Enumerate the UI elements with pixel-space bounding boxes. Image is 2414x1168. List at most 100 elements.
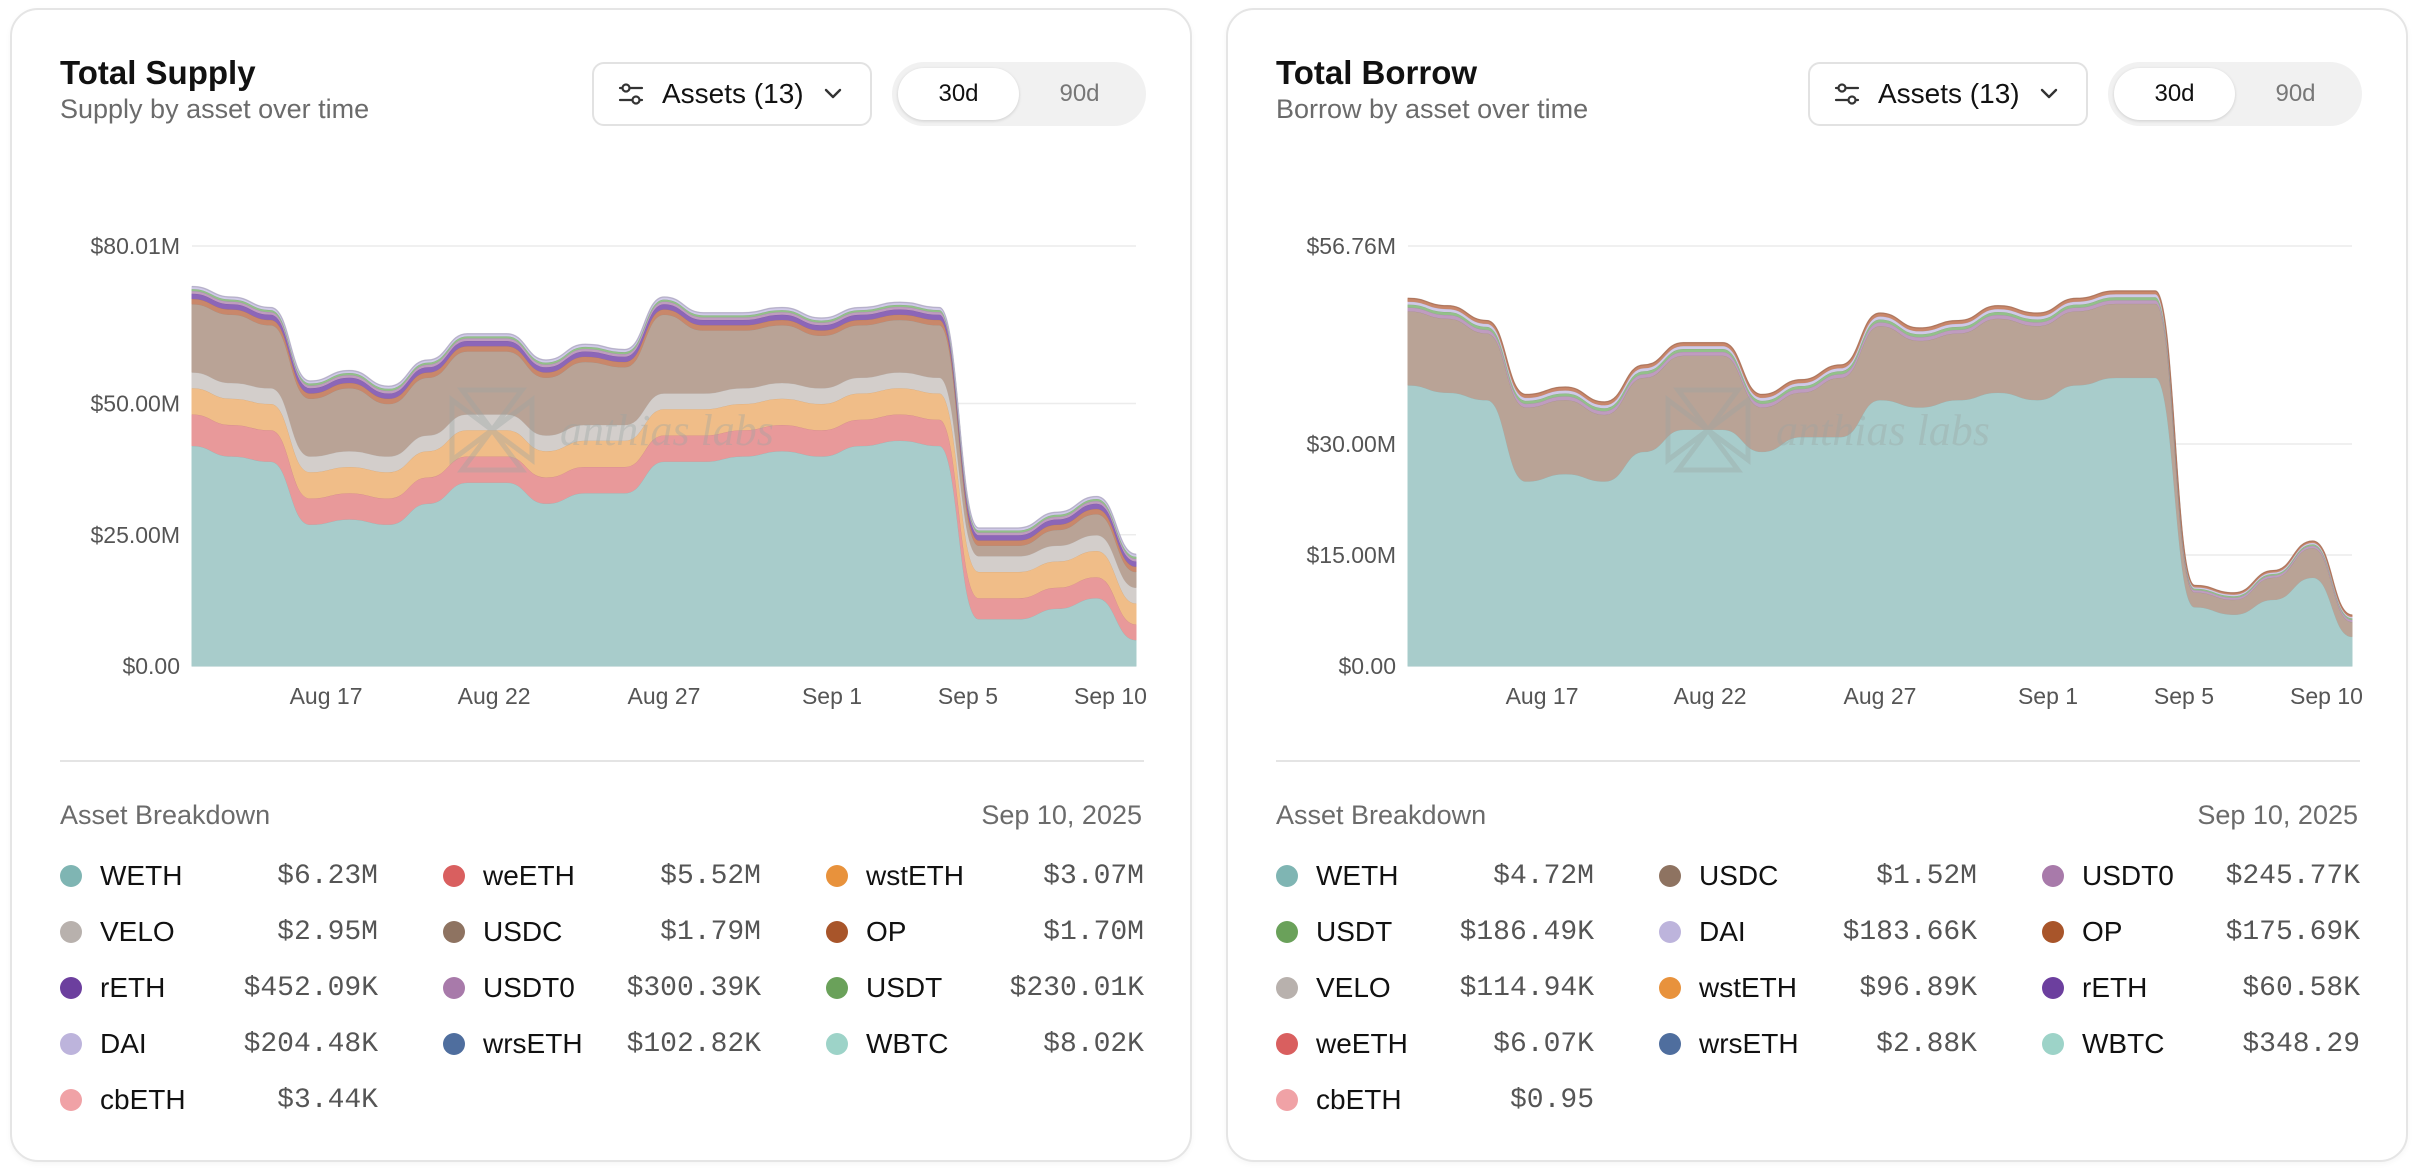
legend-color-dot [2042,865,2064,887]
borrow-area-chart: $0.00 $15.00M $30.00M $56.76M Aug 17 Aug 22 Au… [1306,233,2363,709]
legend-item[interactable]: cbETH $3.44K [60,1080,378,1120]
legend-asset-name: cbETH [1316,1084,1402,1115]
legend-color-dot [826,865,848,887]
legend-item[interactable]: WBTC $348.29 [2042,1024,2360,1064]
legend-color-dot [1276,1033,1298,1055]
legend-asset-value: $102.82K [626,1028,761,1060]
legend-asset-value: $452.09K [243,972,378,1004]
legend-item[interactable]: rETH $60.58K [2042,968,2360,1008]
legend-item[interactable]: VELO $2.95M [60,912,378,952]
y-tick-label: $15.00M [1306,542,1396,568]
legend-item[interactable]: wrsETH $102.82K [443,1024,761,1064]
divider [1276,760,2360,762]
assets-filter-button[interactable]: Assets (13) [1808,62,2088,126]
legend-color-dot [443,921,465,943]
range-toggle: 30d 90d [892,62,1146,126]
sliders-icon [1834,83,1860,105]
breakdown-title: Asset Breakdown [1276,800,1487,830]
legend-item[interactable]: DAI $204.48K [60,1024,378,1064]
legend-color-dot [1659,977,1681,999]
range-30d-button[interactable]: 30d [2114,68,2235,120]
breakdown-date: Sep 10, 2025 [981,800,1142,830]
x-tick-label: Sep 5 [938,683,998,709]
range-90d-button[interactable]: 90d [2275,80,2316,107]
legend-item[interactable]: USDT $186.49K [1276,912,1594,952]
sliders-icon [618,83,644,105]
x-tick-label: Sep 1 [802,683,862,709]
legend-color-dot [2042,1033,2064,1055]
range-30d-button[interactable]: 30d [898,68,1019,120]
legend-asset-value: $348.29 [2242,1028,2360,1060]
breakdown-date: Sep 10, 2025 [2197,800,2358,830]
legend-color-dot [1276,921,1298,943]
legend-color-dot [1659,865,1681,887]
legend-item[interactable]: DAI $183.66K [1659,912,1977,952]
y-tick-label: $30.00M [1306,431,1396,457]
y-tick-label: $25.00M [90,522,180,548]
legend-color-dot [1276,977,1298,999]
legend-asset-value: $2.95M [277,916,378,948]
y-tick-label: $0.00 [122,653,180,679]
legend-item[interactable]: USDT $230.01K [826,968,1144,1008]
legend-color-dot [60,865,82,887]
legend-item[interactable]: cbETH $0.95 [1276,1080,1594,1120]
assets-filter-button[interactable]: Assets (13) [592,62,872,126]
x-tick-label: Aug 27 [628,683,701,709]
legend-item[interactable]: rETH $452.09K [60,968,378,1008]
area-series-dai[interactable] [191,285,1137,557]
legend-asset-name: WETH [100,860,183,891]
legend-item[interactable]: OP $1.70M [826,912,1144,952]
card-subtitle: Supply by asset over time [60,94,370,124]
legend-asset-name: USDT [866,972,943,1003]
legend-item[interactable]: USDT0 $300.39K [443,968,761,1008]
breakdown-title: Asset Breakdown [60,800,271,830]
legend-asset-value: $3.44K [277,1084,378,1116]
legend-item[interactable]: WBTC $8.02K [826,1024,1144,1064]
range-90d-button[interactable]: 90d [1059,80,1100,107]
legend-asset-name: OP [2082,916,2123,947]
legend-item[interactable]: VELO $114.94K [1276,968,1594,1008]
legend-asset-value: $300.39K [626,972,761,1004]
total-supply-card: Total Supply Supply by asset over time A… [10,8,1192,1162]
legend-asset-name: VELO [1316,972,1391,1003]
legend-asset-name: cbETH [100,1084,186,1115]
legend-color-dot [826,977,848,999]
legend-item[interactable]: wstETH $96.89K [1659,968,1977,1008]
card-subtitle: Borrow by asset over time [1276,94,1589,124]
legend-color-dot [826,921,848,943]
legend-asset-value: $2.88K [1876,1028,1977,1060]
legend-item[interactable]: OP $175.69K [2042,912,2360,952]
legend-asset-name: wstETH [1699,972,1797,1003]
legend-item[interactable]: wrsETH $2.88K [1659,1024,1977,1064]
legend-asset-value: $96.89K [1859,972,1977,1004]
card-title: Total Borrow [1276,54,1478,91]
assets-filter-label: Assets (13) [662,78,804,109]
legend-asset-value: $1.79M [660,916,761,948]
legend-color-dot [443,865,465,887]
legend-item[interactable]: USDC $1.79M [443,912,761,952]
legend-asset-value: $245.77K [2225,860,2360,892]
legend-item[interactable]: WETH $6.23M [60,856,378,896]
legend-item[interactable]: USDT0 $245.77K [2042,856,2360,896]
legend-color-dot [1276,865,1298,887]
legend-asset-value: $5.52M [660,860,761,892]
x-tick-label: Aug 17 [1506,683,1579,709]
legend-asset-name: USDC [483,916,563,947]
legend-color-dot [2042,921,2064,943]
legend-item[interactable]: wstETH $3.07M [826,856,1144,896]
legend-item[interactable]: USDC $1.52M [1659,856,1977,896]
legend-color-dot [60,977,82,999]
x-tick-label: Sep 10 [2290,683,2363,709]
legend-asset-name: rETH [2082,972,2148,1003]
legend-asset-value: $1.70M [1043,916,1144,948]
area-series-op[interactable] [1407,290,2353,617]
legend-item[interactable]: WETH $4.72M [1276,856,1594,896]
legend-asset-value: $60.58K [2242,972,2360,1004]
chevron-down-icon [2040,88,2057,99]
x-tick-label: Aug 22 [1674,683,1747,709]
legend-item[interactable]: weETH $5.52M [443,856,761,896]
legend-item[interactable]: weETH $6.07K [1276,1024,1594,1064]
legend-asset-value: $175.69K [2225,916,2360,948]
legend-asset-value: $114.94K [1459,972,1594,1004]
legend-asset-name: USDT [1316,916,1393,947]
